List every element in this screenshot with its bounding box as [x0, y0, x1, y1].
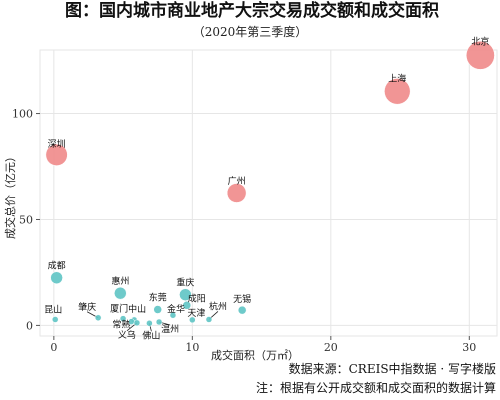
point-label: 东莞 — [149, 292, 167, 304]
source-note: 数据来源：CREIS中指数据 · 写字楼版 — [289, 361, 496, 376]
point-label: 重庆 — [176, 277, 194, 289]
point-label: 深圳 — [48, 139, 66, 150]
tick-layer: 0 10 20 30 0 50 100 — [12, 108, 476, 354]
data-point — [205, 316, 213, 323]
point-label: 义乌 — [118, 329, 136, 341]
x-axis-label: 成交面积（万㎡） — [211, 348, 299, 362]
chart-title: 图：国内城市商业地产大宗交易成交额和成交面积 — [65, 0, 439, 21]
point-label: 上海 — [388, 72, 406, 84]
data-point — [50, 271, 63, 284]
point-label: 惠州 — [111, 275, 129, 287]
y-tick-label: 50 — [19, 213, 33, 226]
data-point — [179, 288, 192, 301]
data-point — [169, 311, 177, 319]
point-label: 昆山 — [44, 304, 62, 315]
point-label: 北京 — [471, 35, 489, 47]
y-tick-label: 100 — [12, 108, 33, 121]
data-point — [146, 320, 153, 327]
grid-layer — [39, 49, 498, 337]
plot-frame — [39, 49, 498, 337]
data-point — [466, 40, 495, 70]
data-point — [51, 316, 59, 323]
chart-subtitle: （2020年第三季度） — [193, 24, 308, 39]
point-label: 杭州 — [209, 300, 227, 312]
point-label: 天津 — [187, 308, 205, 319]
x-tick-label: 20 — [324, 341, 338, 354]
y-axis-label: 成交总价（亿元） — [3, 151, 17, 239]
point-label: 肇庆 — [78, 301, 96, 313]
y-tick-label: 0 — [26, 319, 33, 332]
data-point — [155, 318, 163, 326]
point-label: 广州 — [228, 175, 246, 187]
data-point — [189, 316, 196, 324]
x-tick-label: 10 — [185, 341, 199, 354]
x-tick-label: 0 — [50, 341, 57, 354]
point-label: 厦门 — [110, 303, 128, 315]
footnote: 注：根据有公开成交额和成交面积的数据计算 — [256, 380, 496, 395]
point-label: 无锡 — [233, 294, 251, 305]
point-label: 成阳 — [188, 292, 206, 304]
point-layer — [45, 40, 495, 327]
data-point — [384, 78, 411, 105]
point-label: 中山 — [128, 303, 146, 315]
data-point — [119, 315, 127, 322]
point-label: 佛山 — [142, 329, 160, 341]
x-tick-label: 30 — [462, 341, 476, 354]
data-point — [182, 301, 192, 310]
data-point — [45, 143, 68, 166]
point-label: 金华 — [167, 303, 185, 315]
point-label: 常熟 — [112, 319, 130, 331]
data-point — [153, 305, 162, 314]
data-point — [114, 286, 127, 300]
point-label: 成都 — [48, 260, 66, 272]
point-label: 温州 — [161, 324, 179, 335]
data-point — [226, 183, 247, 203]
data-point — [237, 305, 247, 315]
data-point — [94, 314, 102, 322]
data-point — [133, 319, 141, 327]
